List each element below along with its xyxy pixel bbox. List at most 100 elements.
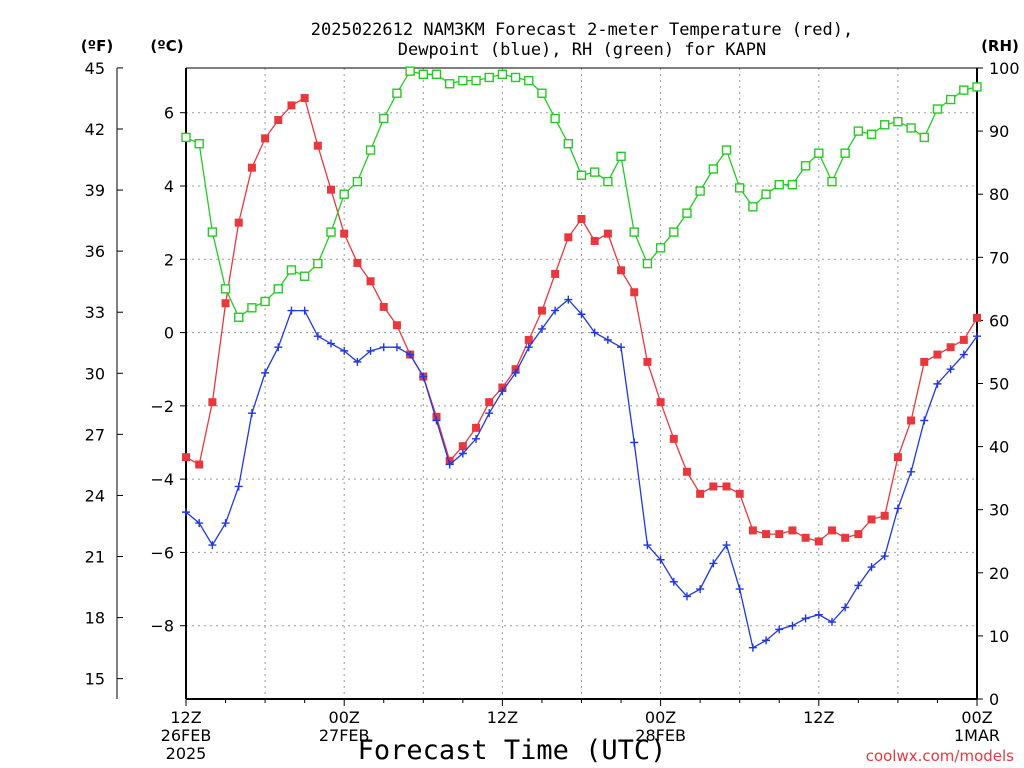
temperature-point (762, 530, 771, 539)
dewpoint-point (392, 343, 401, 352)
rh-point (708, 164, 719, 174)
dewpoint-point (419, 372, 428, 381)
rh-point (484, 72, 494, 83)
rh-point (616, 151, 626, 162)
rh-point (497, 69, 508, 80)
dewpoint-point (340, 346, 349, 355)
temperature-point (696, 489, 705, 498)
dewpoint-point (630, 438, 639, 447)
rh-point (392, 88, 402, 98)
temperature-point (682, 467, 691, 476)
temperature-point (392, 321, 401, 330)
rh-point (669, 227, 679, 237)
dewpoint-point (814, 610, 823, 619)
rh-point (589, 167, 600, 177)
rh-tick-label: 40 (989, 438, 1009, 457)
rh-point (682, 208, 692, 218)
temperature-point (656, 398, 665, 407)
temperature-point (261, 134, 270, 143)
rh-point (827, 176, 837, 187)
dewpoint-point (590, 328, 599, 337)
temperature-point (973, 313, 981, 322)
celsius-tick-label: 4 (164, 177, 174, 196)
rh-point (774, 180, 784, 190)
chart-title-line1: 2025022612 NAM3KM Forecast 2-meter Tempe… (311, 20, 853, 40)
temperature-point (643, 357, 652, 366)
dewpoint-point (182, 508, 190, 517)
fahrenheit-tick-label: 33 (85, 303, 105, 322)
rh-point (800, 161, 811, 171)
rh-point (880, 120, 890, 130)
dewpoint-point (564, 295, 573, 304)
temperature-point (564, 233, 573, 242)
temperature-point (590, 236, 599, 245)
temperature-point (366, 277, 375, 286)
temperature-point (722, 482, 731, 491)
temperature-point (603, 229, 612, 238)
dewpoint-point (643, 541, 652, 550)
rh-series (181, 66, 982, 322)
dewpoint-point (841, 603, 850, 612)
rh-point (234, 312, 244, 322)
temperature-point (537, 306, 546, 315)
rh-point (603, 176, 613, 187)
dewpoint-point (854, 581, 863, 590)
rh-point (352, 176, 363, 187)
celsius-tick-label: −2 (150, 397, 174, 416)
rh-point (748, 202, 758, 212)
rh-tick-label: 0 (989, 690, 999, 709)
rh-point (273, 284, 283, 294)
temperature-point (182, 453, 190, 462)
dewpoint-point (353, 357, 362, 366)
dewpoint-point (801, 614, 810, 623)
temperature-point (221, 299, 230, 308)
grid-lines (186, 68, 977, 699)
temperature-point (327, 185, 336, 194)
rh-tick-label: 10 (989, 627, 1009, 646)
rh-point (787, 180, 798, 190)
dewpoint-point (300, 306, 309, 315)
temperature-point (379, 302, 388, 311)
temperature-point (353, 258, 362, 267)
dewpoint-point (973, 332, 981, 341)
celsius-tick-label: −4 (150, 470, 174, 489)
fahrenheit-tick-label: 15 (85, 670, 105, 689)
x-tick-label-year: 2025 (166, 744, 207, 763)
x-axis-title: Forecast Time (UTC) (358, 735, 667, 766)
rh-point (537, 88, 547, 98)
temperature-point (959, 335, 968, 344)
rh-point (761, 189, 771, 199)
dewpoint-point (195, 519, 204, 528)
temperature-point (735, 489, 744, 498)
temperature-point (775, 530, 784, 539)
temperature-point (827, 526, 836, 535)
rh-unit-label: (RH) (981, 37, 1019, 55)
dewpoint-point (788, 621, 797, 630)
temperature-point (814, 537, 823, 546)
rh-point (972, 82, 982, 92)
temperature-point (946, 343, 955, 352)
rh-point (326, 227, 336, 237)
temperature-point (208, 398, 217, 407)
rh-point (405, 66, 415, 76)
fahrenheit-tick-label: 45 (85, 59, 105, 78)
rh-point (313, 258, 323, 269)
rh-point (418, 69, 428, 80)
rh-point (299, 271, 310, 281)
temperature-point (195, 460, 204, 469)
dewpoint-point (656, 555, 665, 564)
rh-point (194, 139, 204, 149)
rh-tick-label: 20 (989, 564, 1009, 583)
dewpoint-point (247, 409, 256, 418)
x-tick-label-time: 12Z (170, 708, 201, 727)
dewpoint-point (551, 306, 560, 315)
dewpoint-point (617, 343, 626, 352)
fahrenheit-unit-label: (ºF) (81, 37, 113, 55)
dewpoint-point (366, 346, 375, 355)
rh-point (695, 186, 705, 196)
rh-point (721, 145, 732, 155)
rh-point (906, 123, 916, 133)
dewpoint-point (379, 343, 388, 352)
x-tick-label-time: 12Z (803, 708, 834, 727)
